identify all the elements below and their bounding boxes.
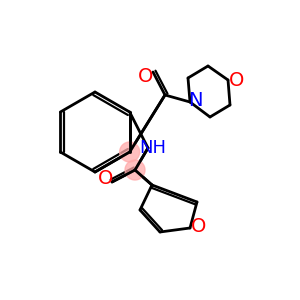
Circle shape: [125, 160, 145, 180]
Text: O: O: [229, 70, 245, 89]
Text: O: O: [191, 218, 207, 236]
Circle shape: [120, 142, 140, 162]
Text: O: O: [98, 169, 114, 188]
Text: O: O: [138, 67, 154, 85]
Text: NH: NH: [140, 139, 166, 157]
Text: N: N: [188, 91, 202, 110]
